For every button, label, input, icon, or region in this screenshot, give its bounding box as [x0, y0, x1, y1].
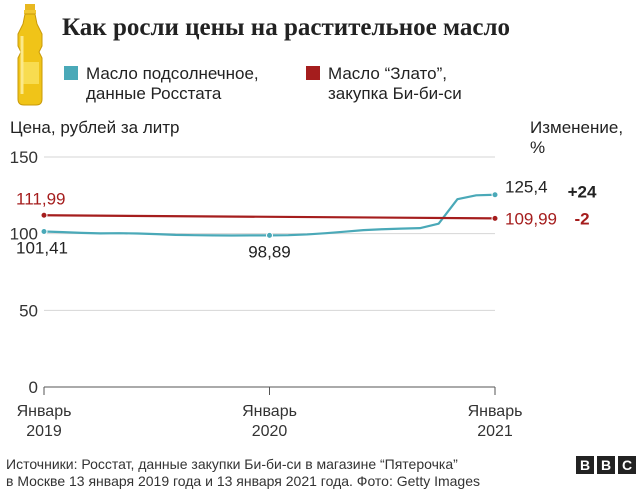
series-line-zlato — [43, 214, 496, 220]
chart-title: Как росли цены на растительное масло — [62, 14, 510, 41]
source-line2: в Москве 13 января 2019 года и 13 января… — [6, 473, 481, 489]
data-label: 109,99 — [505, 209, 557, 228]
x-tick-label: Январь — [468, 403, 523, 420]
change-header-line1: Изменение, — [530, 118, 624, 137]
y-tick-label: 100 — [10, 225, 38, 244]
y-tick-label: 0 — [29, 378, 38, 397]
data-point — [491, 191, 499, 199]
data-label: 98,89 — [248, 242, 291, 261]
legend-label-sunflower-line2: данные Росстата — [86, 84, 222, 103]
change-header-line2: % — [530, 138, 546, 157]
bbc-logo-letter: C — [618, 456, 636, 474]
x-tick-label: 2021 — [477, 423, 513, 440]
bbc-logo-letter: B — [597, 456, 615, 474]
data-point — [266, 231, 273, 239]
x-tick-label: Январь — [17, 403, 72, 420]
data-point — [491, 214, 499, 222]
data-label: 125,4 — [505, 178, 548, 197]
x-tick-label: 2019 — [26, 423, 62, 440]
data-point — [40, 211, 48, 219]
x-tick-label: Январь — [242, 403, 297, 420]
data-label: 101,41 — [16, 239, 68, 258]
legend-label-sunflower-line1: Масло подсолнечное, — [86, 64, 259, 83]
x-tick-label: 2020 — [252, 423, 288, 440]
data-point — [40, 228, 48, 236]
legend-swatch-zlato — [306, 66, 320, 80]
source-line1: Источники: Росстат, данные закупки Би-би… — [6, 456, 458, 472]
y-axis-label: Цена, рублей за литр — [10, 118, 180, 137]
change-header: Изменение, % — [530, 118, 623, 158]
bbc-logo: B B C — [576, 456, 636, 474]
oil-bottle-image — [17, 4, 43, 106]
bbc-logo-letter: B — [576, 456, 594, 474]
legend-swatch-sunflower — [64, 66, 78, 80]
y-tick-label: 150 — [10, 148, 38, 167]
source-note: Источники: Росстат, данные закупки Би-би… — [6, 456, 480, 490]
change-value: +24 — [568, 183, 597, 202]
y-tick-label: 50 — [19, 301, 38, 320]
legend-label-zlato-line1: Масло “Злато”, — [328, 64, 447, 83]
data-label: 111,99 — [16, 189, 65, 208]
legend-label-zlato-line2: закупка Би-би-си — [328, 84, 462, 103]
change-value: -2 — [574, 209, 589, 228]
